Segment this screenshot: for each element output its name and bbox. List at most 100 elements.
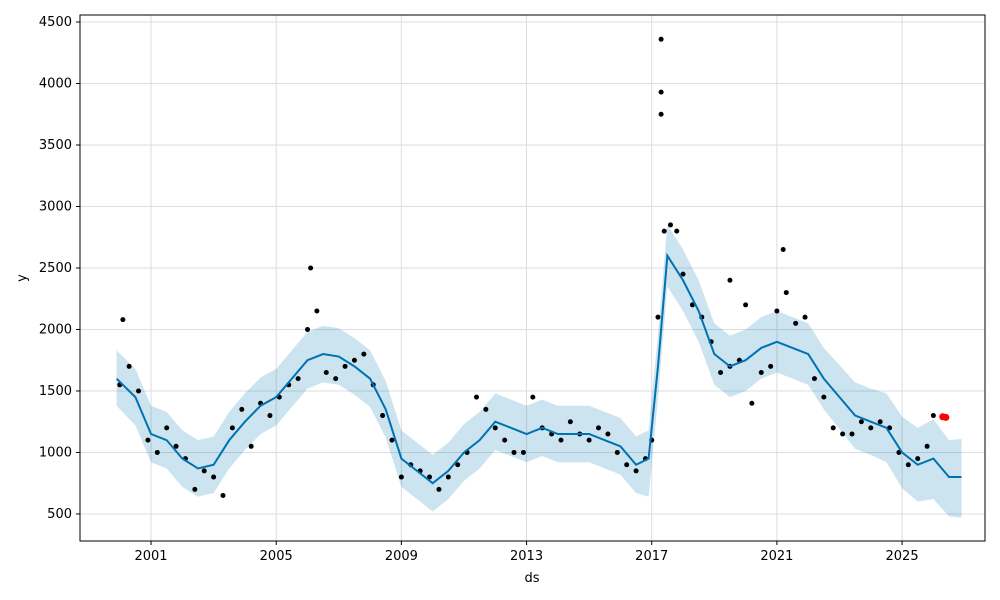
observed-point bbox=[674, 228, 680, 234]
observed-point bbox=[658, 89, 664, 95]
observed-point bbox=[743, 302, 749, 308]
observed-point bbox=[445, 474, 451, 480]
observed-point bbox=[305, 326, 311, 332]
x-axis-label: ds bbox=[524, 571, 539, 586]
observed-point bbox=[727, 277, 733, 283]
observed-point bbox=[930, 413, 936, 419]
observed-point bbox=[239, 406, 245, 412]
y-axis-label: y bbox=[15, 274, 30, 282]
x-tick-label: 2021 bbox=[760, 549, 793, 564]
observed-point bbox=[668, 222, 674, 228]
observed-point bbox=[830, 425, 836, 431]
y-tick-label: 3000 bbox=[39, 199, 72, 214]
y-tick-label: 4000 bbox=[39, 77, 72, 92]
observed-point bbox=[473, 394, 479, 400]
observed-point bbox=[718, 370, 724, 376]
observed-point bbox=[605, 431, 611, 437]
observed-point bbox=[502, 437, 508, 443]
observed-point bbox=[342, 363, 348, 369]
observed-point bbox=[558, 437, 564, 443]
observed-point bbox=[633, 468, 639, 474]
observed-point bbox=[821, 394, 827, 400]
observed-point bbox=[483, 406, 489, 412]
plot-frame bbox=[79, 14, 986, 542]
observed-point bbox=[774, 308, 780, 314]
observed-point bbox=[455, 462, 461, 468]
observed-point bbox=[689, 302, 695, 308]
observed-point bbox=[849, 431, 855, 437]
observed-point bbox=[201, 468, 207, 474]
observed-point bbox=[173, 443, 179, 449]
observed-point bbox=[811, 376, 817, 382]
observed-point bbox=[567, 419, 573, 425]
observed-point bbox=[680, 271, 686, 277]
observed-point bbox=[229, 425, 235, 431]
observed-point bbox=[314, 308, 320, 314]
y-tick-label: 2500 bbox=[39, 261, 72, 276]
observed-point bbox=[380, 413, 386, 419]
observed-point bbox=[840, 431, 846, 437]
observed-point bbox=[655, 314, 661, 320]
observed-point bbox=[596, 425, 602, 431]
observed-point bbox=[783, 290, 789, 296]
observed-point bbox=[624, 462, 630, 468]
observed-point bbox=[333, 376, 339, 382]
observed-point bbox=[905, 462, 911, 468]
forecast-line bbox=[115, 252, 962, 485]
uncertainty-band bbox=[116, 224, 962, 518]
observed-point bbox=[211, 474, 217, 480]
observed-point bbox=[295, 376, 301, 382]
observed-point bbox=[192, 486, 198, 492]
observed-point bbox=[614, 449, 620, 455]
observed-point bbox=[802, 314, 808, 320]
x-tick-label: 2009 bbox=[385, 549, 418, 564]
observed-point bbox=[145, 437, 151, 443]
observed-point bbox=[793, 320, 799, 326]
observed-point bbox=[924, 443, 930, 449]
observed-point bbox=[126, 363, 132, 369]
observed-point bbox=[154, 449, 160, 455]
observed-point bbox=[530, 394, 536, 400]
observed-point bbox=[915, 456, 921, 462]
x-tick-label: 2005 bbox=[260, 549, 293, 564]
observed-point bbox=[520, 449, 526, 455]
observed-point bbox=[436, 486, 442, 492]
observed-point bbox=[511, 449, 517, 455]
observed-point bbox=[323, 370, 329, 376]
y-tick-label: 3500 bbox=[39, 138, 72, 153]
observed-point bbox=[661, 228, 667, 234]
observed-point bbox=[120, 317, 126, 323]
observed-point bbox=[351, 357, 357, 363]
x-tick-label: 2001 bbox=[134, 549, 167, 564]
observed-point bbox=[658, 111, 664, 117]
observed-point bbox=[749, 400, 755, 406]
observed-point bbox=[586, 437, 592, 443]
observed-point bbox=[427, 474, 433, 480]
observed-point bbox=[868, 425, 874, 431]
observed-point bbox=[658, 36, 664, 42]
observed-point bbox=[267, 413, 273, 419]
observed-point bbox=[220, 492, 226, 498]
observed-point bbox=[398, 474, 404, 480]
future-point bbox=[942, 413, 950, 421]
observed-point bbox=[492, 425, 498, 431]
observed-point bbox=[768, 363, 774, 369]
y-tick-label: 4500 bbox=[39, 15, 72, 30]
observed-point bbox=[308, 265, 314, 271]
observed-point bbox=[780, 247, 786, 253]
y-tick-label: 1500 bbox=[39, 384, 72, 399]
x-tick-label: 2013 bbox=[510, 549, 543, 564]
y-tick-label: 2000 bbox=[39, 322, 72, 337]
y-tick-label: 500 bbox=[47, 507, 72, 522]
x-tick-label: 2025 bbox=[886, 549, 919, 564]
y-tick-label: 1000 bbox=[39, 445, 72, 460]
observed-point bbox=[758, 370, 764, 376]
observed-point bbox=[361, 351, 367, 357]
observed-point bbox=[136, 388, 142, 394]
observed-point bbox=[389, 437, 395, 443]
observed-point bbox=[877, 419, 883, 425]
x-tick-label: 2017 bbox=[635, 549, 668, 564]
observed-point bbox=[248, 443, 254, 449]
observed-point bbox=[858, 419, 864, 425]
